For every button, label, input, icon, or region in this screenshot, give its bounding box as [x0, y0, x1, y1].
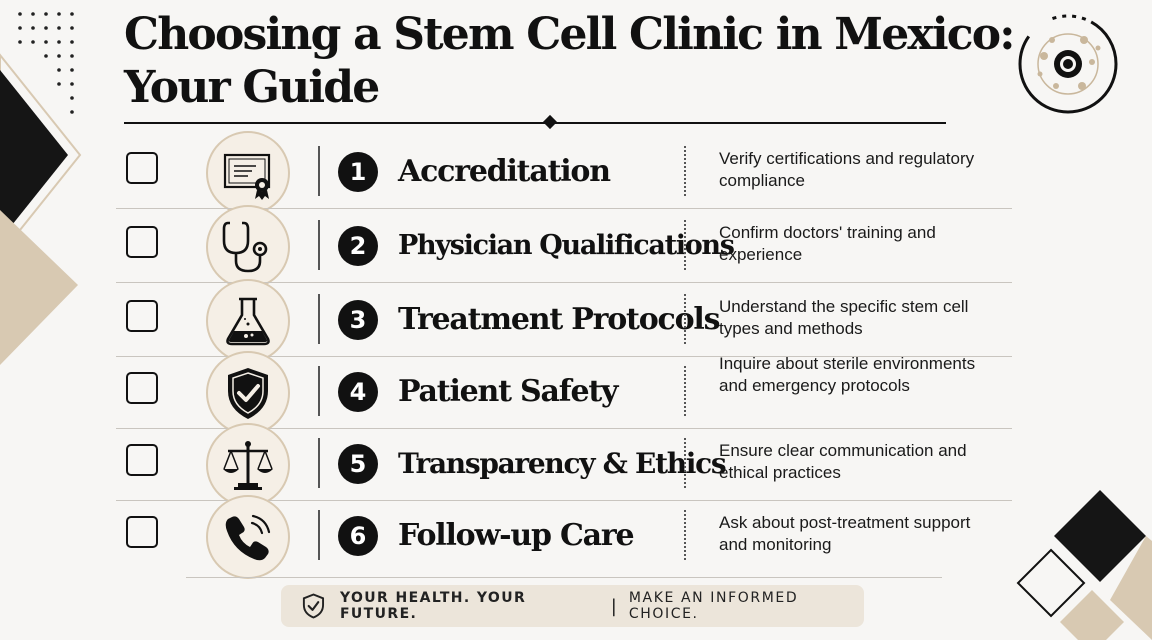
left-beige-diamond — [0, 210, 78, 365]
number-badge-5: 5 — [338, 444, 378, 484]
phone-icon — [225, 514, 271, 561]
icon-circle-1 — [206, 131, 290, 215]
stethoscope-icon — [222, 221, 268, 273]
br-beige-small-diamond — [1060, 590, 1124, 640]
checkbox-4[interactable] — [126, 372, 158, 404]
checkbox-5[interactable] — [126, 444, 158, 476]
row-description-4: Inquire about sterile environments and e… — [719, 354, 976, 395]
number-badge-6: 6 — [338, 516, 378, 556]
number-badge-1: 1 — [338, 152, 378, 192]
bottom-divider — [186, 577, 942, 578]
left-outline-diamond — [0, 53, 82, 257]
icon-circle-4 — [206, 351, 290, 435]
dotted-divider — [684, 366, 686, 416]
row-divider — [318, 146, 320, 196]
row-title-6: Follow-up Care — [398, 518, 635, 553]
br-outline-diamond — [1016, 548, 1086, 618]
icon-circle-5 — [206, 423, 290, 507]
scales-icon — [223, 441, 273, 490]
row-divider — [318, 294, 320, 344]
checkbox-2[interactable] — [126, 226, 158, 258]
checklist-row-5: 5 Transparency & Ethics Ensure clear com… — [0, 423, 1012, 507]
flask-icon — [226, 297, 270, 346]
row-description-1: Verify certifications and regulatory com… — [719, 149, 975, 190]
checkbox-3[interactable] — [126, 300, 158, 332]
br-beige-diamond — [1110, 536, 1152, 640]
icon-circle-6 — [206, 495, 290, 579]
dot-grid — [18, 12, 74, 114]
title-underline — [124, 122, 946, 124]
row-title-1: Accreditation — [398, 154, 611, 189]
icon-circle-3 — [206, 279, 290, 363]
row-title-4: Patient Safety — [398, 374, 618, 409]
page-title: Choosing a Stem Cell Clinic in Mexico: Y… — [124, 8, 1016, 114]
row-separator — [116, 356, 1012, 357]
row-description-3: Understand the specific stem cell types … — [719, 297, 969, 338]
row-description-2: Confirm doctors' training and experience — [719, 223, 936, 264]
row-separator — [116, 428, 1012, 429]
footer-banner: YOUR HEALTH. YOUR FUTURE. | MAKE AN INFO… — [281, 585, 864, 627]
checklist-row-3: 3 Treatment Protocols Understand the spe… — [0, 279, 1012, 363]
left-black-diamond — [0, 70, 68, 240]
dotted-divider — [684, 294, 686, 344]
row-separator — [116, 282, 1012, 283]
shield-check-icon — [228, 368, 268, 419]
checkbox-6[interactable] — [126, 516, 158, 548]
number-badge-2: 2 — [338, 226, 378, 266]
banner-slogan: YOUR HEALTH. YOUR FUTURE. — [339, 590, 527, 622]
number-badge-3: 3 — [338, 300, 378, 340]
title-line-1: Choosing a Stem Cell Clinic in Mexico: — [124, 9, 1016, 60]
row-separator — [116, 500, 1012, 501]
shield-check-icon — [302, 593, 325, 619]
banner-separator: | — [610, 595, 617, 617]
dotted-divider — [684, 146, 686, 196]
br-black-diamond — [1054, 490, 1146, 582]
checkbox-1[interactable] — [126, 152, 158, 184]
number-badge-4: 4 — [338, 372, 378, 412]
row-divider — [318, 366, 320, 416]
checklist-row-2: 2 Physician Qualifications Confirm docto… — [0, 205, 1012, 289]
checklist-row-1: 1 Accreditation Verify certifications an… — [0, 131, 1012, 215]
row-description-5: Ensure clear communication and ethical p… — [719, 441, 967, 482]
checklist-row-6: 6 Follow-up Care Ask about post-treatmen… — [0, 495, 1012, 579]
dotted-divider — [684, 510, 686, 560]
banner-tagline: MAKE AN INFORMED CHOICE. — [628, 590, 799, 622]
row-title-3: Treatment Protocols — [398, 302, 720, 337]
checklist-row-4: 4 Patient Safety Inquire about sterile e… — [0, 351, 1012, 435]
certificate-icon — [223, 153, 271, 200]
row-title-2: Physician Qualifications — [398, 230, 735, 261]
row-separator — [116, 208, 1012, 209]
title-line-2: Your Guide — [124, 62, 380, 113]
icon-circle-2 — [206, 205, 290, 289]
dotted-divider — [684, 220, 686, 270]
row-divider — [318, 220, 320, 270]
row-divider — [318, 510, 320, 560]
row-description-6: Ask about post-treatment support and mon… — [719, 513, 971, 554]
row-title-5: Transparency & Ethics — [398, 447, 727, 480]
row-divider — [318, 438, 320, 488]
dotted-divider — [684, 438, 686, 488]
cell-emblem-icon — [1018, 14, 1118, 114]
